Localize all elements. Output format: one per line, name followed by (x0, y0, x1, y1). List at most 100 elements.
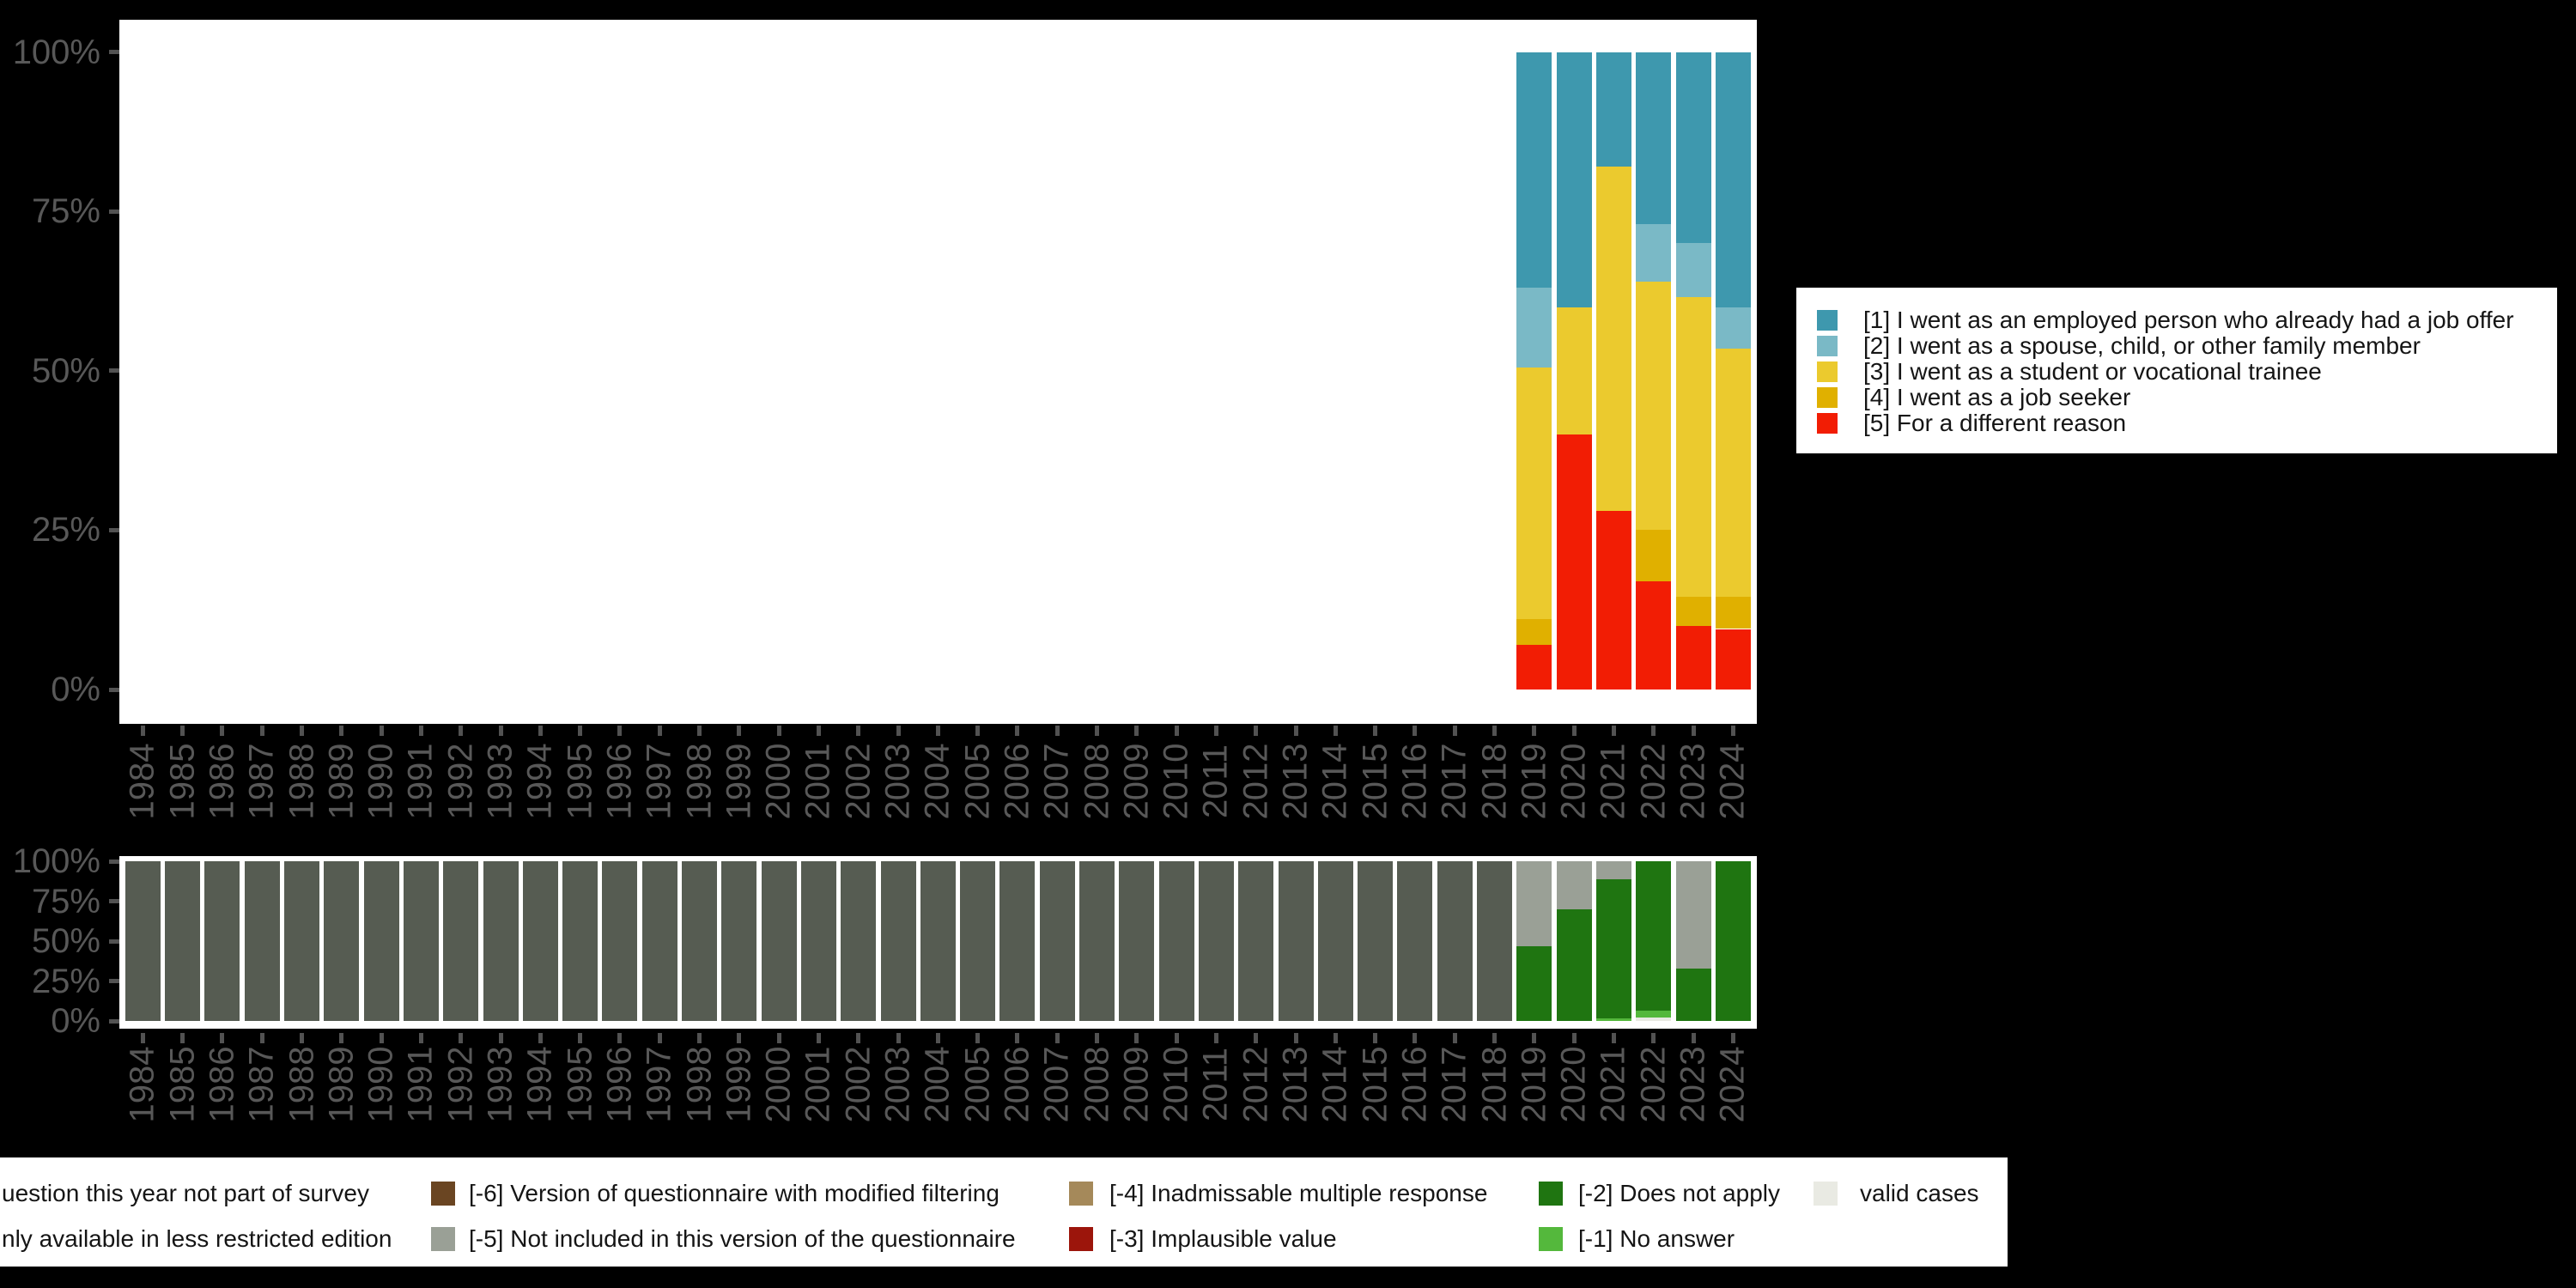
x-tick-label: 1985 (163, 1046, 202, 1123)
x-tick (697, 726, 702, 736)
y-tick-label: 25% (31, 962, 100, 1000)
legend-item: [3] I went as a student or vocational tr… (1796, 358, 2557, 385)
legend-label: [-1] No answer (1578, 1225, 1735, 1252)
x-tick (1333, 726, 1338, 736)
x-tick-label: 2010 (1157, 743, 1195, 820)
legend-label: uestion this year not part of survey (2, 1180, 369, 1206)
bar-segment (1715, 629, 1751, 690)
x-tick (180, 1033, 185, 1043)
bar-segment (1238, 861, 1274, 1021)
bar-segment (165, 861, 201, 1021)
bar-segment (1636, 281, 1672, 531)
legend-label: [-3] Implausible value (1109, 1225, 1337, 1252)
x-tick (1452, 1033, 1457, 1043)
bar-segment (1675, 968, 1711, 1021)
bar-segment (1556, 908, 1592, 1021)
bar-segment (284, 861, 319, 1021)
x-tick-label: 2019 (1515, 743, 1553, 820)
bar-segment (1119, 861, 1155, 1021)
x-tick-label: 1991 (401, 743, 440, 820)
legend-swatch (1069, 1182, 1093, 1206)
x-tick (816, 1033, 821, 1043)
x-tick-label: 2003 (878, 1046, 917, 1123)
bar-segment (1516, 368, 1552, 620)
x-tick (856, 726, 861, 736)
bar-segment (999, 861, 1036, 1021)
legend-swatch (1817, 412, 1838, 434)
x-tick (300, 726, 304, 736)
missing-chart-panel (119, 856, 1757, 1029)
bar-segment (1595, 511, 1631, 690)
y-tick (109, 209, 119, 214)
legend-item: [1] I went as an employed person who alr… (1796, 307, 2557, 333)
bar-segment (880, 861, 916, 1021)
x-tick-label: 2001 (799, 743, 837, 820)
legend-item: [4] I went as a job seeker (1796, 384, 2557, 410)
x-tick-label: 2011 (1196, 744, 1235, 819)
x-tick (657, 1033, 662, 1043)
bar-segment (1675, 861, 1711, 969)
bar-segment (125, 861, 161, 1021)
x-tick (975, 726, 981, 736)
x-tick-label: 2000 (759, 743, 798, 820)
x-tick-label: 2022 (1634, 1046, 1673, 1123)
x-tick-label: 2021 (1594, 743, 1632, 820)
x-tick (1054, 726, 1060, 736)
x-tick-label: 1998 (680, 743, 718, 820)
y-tick (109, 899, 119, 903)
bar-segment (1397, 861, 1433, 1021)
legend-label: [1] I went as an employed person who alr… (1863, 306, 2514, 333)
x-tick-label: 2005 (958, 1046, 997, 1123)
x-tick (418, 1033, 423, 1043)
x-tick (1413, 1033, 1418, 1043)
bar-segment (522, 861, 558, 1021)
bar-segment (1636, 1018, 1672, 1021)
x-tick-label: 1992 (441, 743, 480, 820)
bar-segment (562, 861, 598, 1021)
x-tick-label: 2002 (839, 743, 878, 820)
bar-segment (1437, 861, 1473, 1021)
bar-segment (1595, 52, 1631, 167)
x-tick (896, 1033, 901, 1043)
y-tick (109, 50, 119, 55)
x-tick-label: 1985 (163, 743, 202, 820)
x-tick-label: 2023 (1674, 743, 1712, 820)
x-tick-label: 1986 (203, 1046, 241, 1123)
x-tick (1730, 726, 1735, 736)
x-tick (1373, 1033, 1378, 1043)
legend-label: [-5] Not included in this version of the… (469, 1225, 1016, 1252)
bar-segment (761, 861, 797, 1021)
legend-label: [-2] Does not apply (1578, 1180, 1781, 1206)
bar-segment (1556, 861, 1592, 909)
x-tick-label: 2010 (1157, 1046, 1195, 1123)
legend-item: [2] I went as a spouse, child, or other … (1796, 332, 2557, 359)
legend-swatch (1069, 1227, 1093, 1251)
legend-label: [-6] Version of questionnaire with modif… (469, 1180, 999, 1206)
x-tick (1293, 726, 1298, 736)
x-tick (1015, 1033, 1020, 1043)
y-tick (109, 687, 119, 692)
x-tick (498, 1033, 503, 1043)
bar-segment (363, 861, 399, 1021)
x-tick (418, 726, 423, 736)
x-tick (1691, 1033, 1696, 1043)
x-tick (1413, 726, 1418, 736)
x-tick (379, 726, 384, 736)
x-tick-label: 2007 (1037, 1046, 1076, 1123)
x-tick (538, 726, 543, 736)
bar-segment (682, 861, 717, 1021)
x-tick (1532, 1033, 1537, 1043)
bar-segment (1556, 434, 1592, 690)
x-tick-label: 1991 (401, 1046, 440, 1123)
x-tick-label: 1998 (680, 1046, 718, 1123)
x-tick-label: 2006 (998, 1046, 1036, 1123)
x-tick-label: 1994 (520, 1046, 559, 1123)
x-tick (459, 1033, 464, 1043)
x-tick (776, 726, 781, 736)
x-tick-label: 1989 (322, 743, 361, 820)
x-tick-label: 2022 (1634, 743, 1673, 820)
y-tick-label: 25% (31, 511, 100, 550)
x-tick (1691, 726, 1696, 736)
y-tick-label: 100% (12, 842, 100, 880)
x-tick-label: 2002 (839, 1046, 878, 1123)
